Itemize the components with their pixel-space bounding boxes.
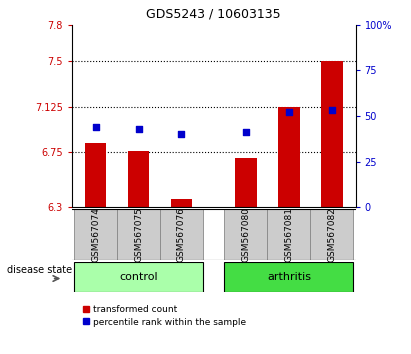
Bar (235, 159, 257, 207)
Point (286, 109, 292, 115)
Text: GSM567082: GSM567082 (328, 207, 336, 262)
Text: GSM567081: GSM567081 (284, 207, 293, 262)
Point (329, 108, 335, 113)
Bar (74, 209, 117, 260)
Point (178, 131, 185, 137)
Text: GSM567075: GSM567075 (134, 207, 143, 262)
Point (92, 124, 99, 130)
Bar (117, 209, 160, 260)
Bar (160, 209, 203, 260)
Bar (85, 143, 106, 207)
Bar (224, 262, 353, 292)
Text: GSM567074: GSM567074 (91, 207, 100, 262)
Point (135, 126, 142, 132)
Text: arthritis: arthritis (267, 272, 311, 282)
Bar (224, 209, 268, 260)
Bar (171, 199, 192, 207)
Bar (321, 61, 343, 207)
Text: GSM567076: GSM567076 (177, 207, 186, 262)
Bar (278, 107, 300, 207)
Bar (74, 262, 203, 292)
Title: GDS5243 / 10603135: GDS5243 / 10603135 (146, 8, 281, 21)
Text: control: control (119, 272, 158, 282)
Legend: transformed count, percentile rank within the sample: transformed count, percentile rank withi… (83, 306, 246, 327)
Bar (268, 209, 310, 260)
Point (242, 130, 249, 135)
Text: GSM567080: GSM567080 (241, 207, 250, 262)
Bar (310, 209, 353, 260)
Bar (128, 151, 149, 207)
Text: disease state: disease state (7, 266, 72, 275)
